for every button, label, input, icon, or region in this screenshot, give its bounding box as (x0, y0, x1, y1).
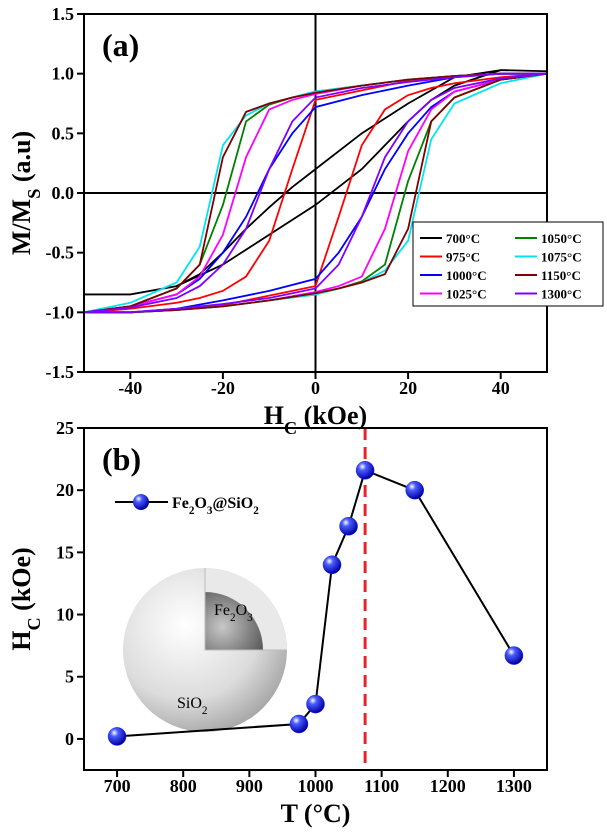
series-line (84, 72, 547, 314)
text-part: (kOe) (297, 401, 367, 430)
text-part: 2 (253, 505, 259, 517)
y-tick-label: 1.5 (52, 4, 75, 24)
y-tick-label: 0.5 (52, 123, 75, 143)
text-part: H (7, 630, 36, 650)
series-line (84, 69, 547, 296)
marker (405, 480, 424, 500)
text-part: @SiO (213, 495, 254, 512)
marker (107, 727, 127, 746)
series-line (84, 72, 547, 314)
panel-label: (a) (102, 27, 139, 63)
x-tick-label: 800 (170, 776, 197, 796)
x-tick-label: 1000 (298, 776, 334, 796)
x-tick-label: 0 (311, 378, 320, 398)
series-line (84, 72, 547, 314)
text-part: H (264, 401, 284, 430)
legend-box (412, 221, 604, 307)
marker (322, 555, 342, 575)
legend-label: 1025°C (446, 287, 487, 302)
legend-label: 975°C (446, 250, 480, 265)
marker (339, 516, 358, 536)
y-tick-label: -0.5 (46, 243, 75, 263)
x-tick-label: 40 (492, 378, 510, 398)
text-part: (a.u) (7, 131, 36, 189)
inset-shell-label: SiO2 (177, 695, 208, 717)
text-part: O (194, 495, 206, 512)
text-part: (kOe) (7, 547, 36, 617)
text-part: 2 (189, 505, 195, 517)
text-part: M/M (7, 199, 36, 255)
y-tick-label: 25 (56, 418, 74, 438)
legend-label: Fe2O3@SiO2 (172, 495, 259, 517)
text-part: 2 (230, 612, 236, 624)
y-tick-label: 20 (56, 480, 74, 500)
x-axis-label: T (°C) (281, 799, 351, 828)
legend-marker (133, 494, 149, 510)
x-tick-label: 1200 (430, 776, 466, 796)
legend-label: 1075°C (541, 250, 582, 265)
legend-label: 1050°C (541, 231, 582, 246)
text-part: Fe (172, 495, 189, 512)
core (205, 592, 263, 650)
inset-core-label: Fe2O3 (214, 602, 253, 624)
y-axis-label: HC (kOe) (7, 547, 44, 650)
y-tick-label: 15 (56, 542, 74, 562)
y-tick-label: 0 (65, 729, 74, 749)
y-tick-label: 1.0 (52, 64, 75, 84)
y-tick-label: 0.0 (52, 183, 75, 203)
marker (289, 714, 309, 734)
panel-label: (b) (102, 441, 141, 477)
legend-label: 1000°C (446, 268, 487, 283)
legend-label: 700°C (446, 231, 480, 246)
x-tick-label: 1300 (496, 776, 532, 796)
x-axis-label: HC (kOe) (264, 401, 367, 438)
x-tick-label: 900 (236, 776, 263, 796)
plot-frame (83, 427, 548, 771)
y-tick-label: 5 (65, 667, 74, 687)
y-tick-label: 10 (56, 605, 74, 625)
cut-edge (204, 568, 287, 651)
text-part: 3 (207, 505, 213, 517)
text-part: 2 (202, 705, 208, 717)
text-part: O (236, 602, 248, 619)
marker (306, 694, 325, 714)
x-tick-label: -20 (211, 378, 235, 398)
legend-label: 1150°C (541, 268, 581, 283)
text-part: 3 (247, 612, 253, 624)
x-tick-label: -40 (118, 378, 142, 398)
x-tick-label: 20 (399, 378, 417, 398)
plot-frame (83, 13, 548, 373)
legend-label: 1300°C (541, 287, 582, 302)
x-tick-label: 1100 (364, 776, 399, 796)
inset-sphere (123, 568, 287, 732)
text-part: S (24, 189, 44, 199)
y-tick-label: -1.5 (46, 362, 75, 382)
marker (504, 646, 524, 665)
y-axis-label: M/MS (a.u) (7, 131, 44, 255)
y-tick-label: -1.0 (46, 302, 75, 322)
text-part: C (24, 617, 44, 630)
text-part: SiO (177, 695, 202, 712)
text-part: Fe (214, 602, 230, 619)
marker (355, 461, 375, 480)
x-tick-label: 700 (104, 776, 131, 796)
series-line (84, 72, 547, 314)
